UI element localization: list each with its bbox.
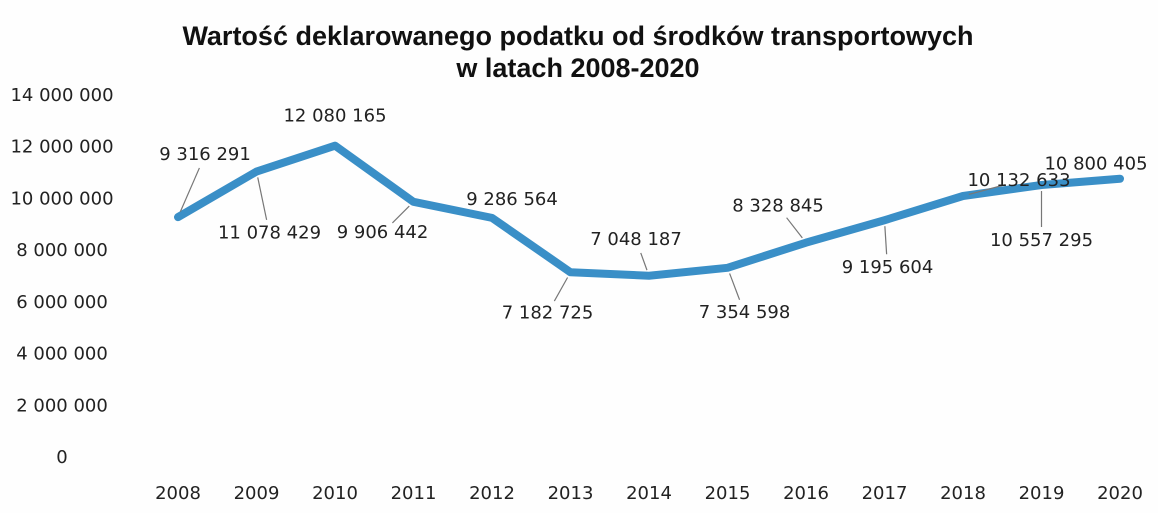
leader-line [729, 273, 741, 300]
x-tick-label: 2009 [234, 483, 280, 504]
data-label: 9 316 291 [159, 144, 251, 165]
line [174, 141, 1124, 280]
data-label: 7 048 187 [590, 229, 682, 250]
data-label: 10 557 295 [990, 230, 1093, 251]
data-label: 9 286 564 [466, 189, 558, 210]
data-label: 7 182 725 [502, 302, 594, 323]
x-tick-label: 2017 [862, 483, 908, 504]
leader-line [391, 205, 410, 224]
leader-line [553, 277, 569, 302]
x-tick-label: 2018 [940, 483, 986, 504]
leader-line [179, 167, 200, 212]
data-label: 11 078 429 [218, 223, 321, 244]
data-label: 7 354 598 [699, 302, 791, 323]
chart-title: Wartość deklarowanego podatku od środków… [182, 21, 973, 51]
x-tick-label: 2008 [155, 483, 201, 504]
y-tick-label: 8 000 000 [16, 240, 108, 261]
leader-line [968, 184, 1006, 196]
data-label: 9 195 604 [842, 257, 934, 278]
leader-line [786, 217, 803, 239]
y-tick-label: 4 000 000 [16, 344, 108, 365]
leader-line [640, 252, 648, 271]
data-label: 12 080 165 [283, 106, 386, 127]
leader-line [257, 177, 268, 220]
y-tick-label: 14 000 000 [10, 85, 113, 106]
x-tick-label: 2015 [705, 483, 751, 504]
x-tick-label: 2014 [626, 483, 672, 504]
x-tick-label: 2020 [1097, 483, 1143, 504]
x-tick-label: 2019 [1019, 483, 1065, 504]
y-tick-label: 6 000 000 [16, 292, 108, 313]
y-tick-label: 0 [56, 447, 67, 468]
leader-line [884, 226, 888, 255]
x-tick-label: 2012 [469, 483, 515, 504]
x-tick-label: 2013 [548, 483, 594, 504]
data-label: 9 906 442 [337, 222, 429, 243]
data-label: 8 328 845 [732, 196, 824, 217]
y-tick-label: 10 000 000 [10, 188, 113, 209]
y-tick-label: 2 000 000 [16, 395, 108, 416]
data-label: 10 800 405 [1044, 154, 1147, 175]
x-tick-label: 2010 [312, 483, 358, 504]
chart-title: w latach 2008-2020 [455, 53, 699, 83]
x-tick-label: 2011 [391, 483, 437, 504]
y-tick-label: 12 000 000 [10, 137, 113, 158]
data-label: 10 132 633 [967, 170, 1070, 191]
x-tick-label: 2016 [783, 483, 829, 504]
